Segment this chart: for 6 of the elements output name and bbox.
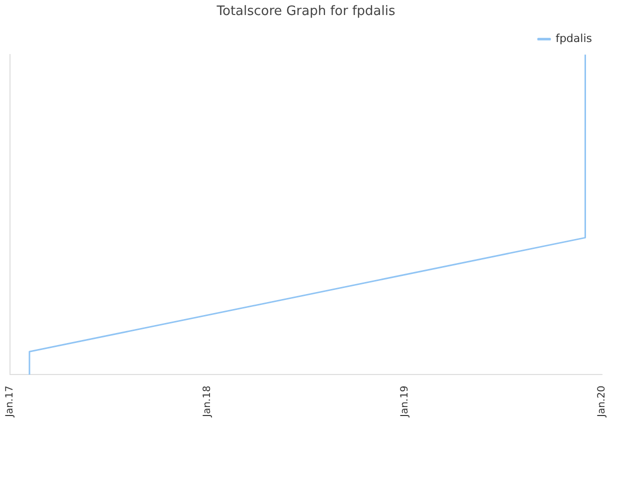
legend-label: fpdalis: [556, 32, 592, 45]
x-tick-label: Jan.17: [4, 386, 16, 418]
chart-title: Totalscore Graph for fpdalis: [216, 4, 396, 20]
x-tick-label: Jan.20: [596, 386, 608, 418]
x-tick-label: Jan.19: [399, 386, 410, 418]
x-tick-label: Jan.18: [202, 386, 213, 418]
